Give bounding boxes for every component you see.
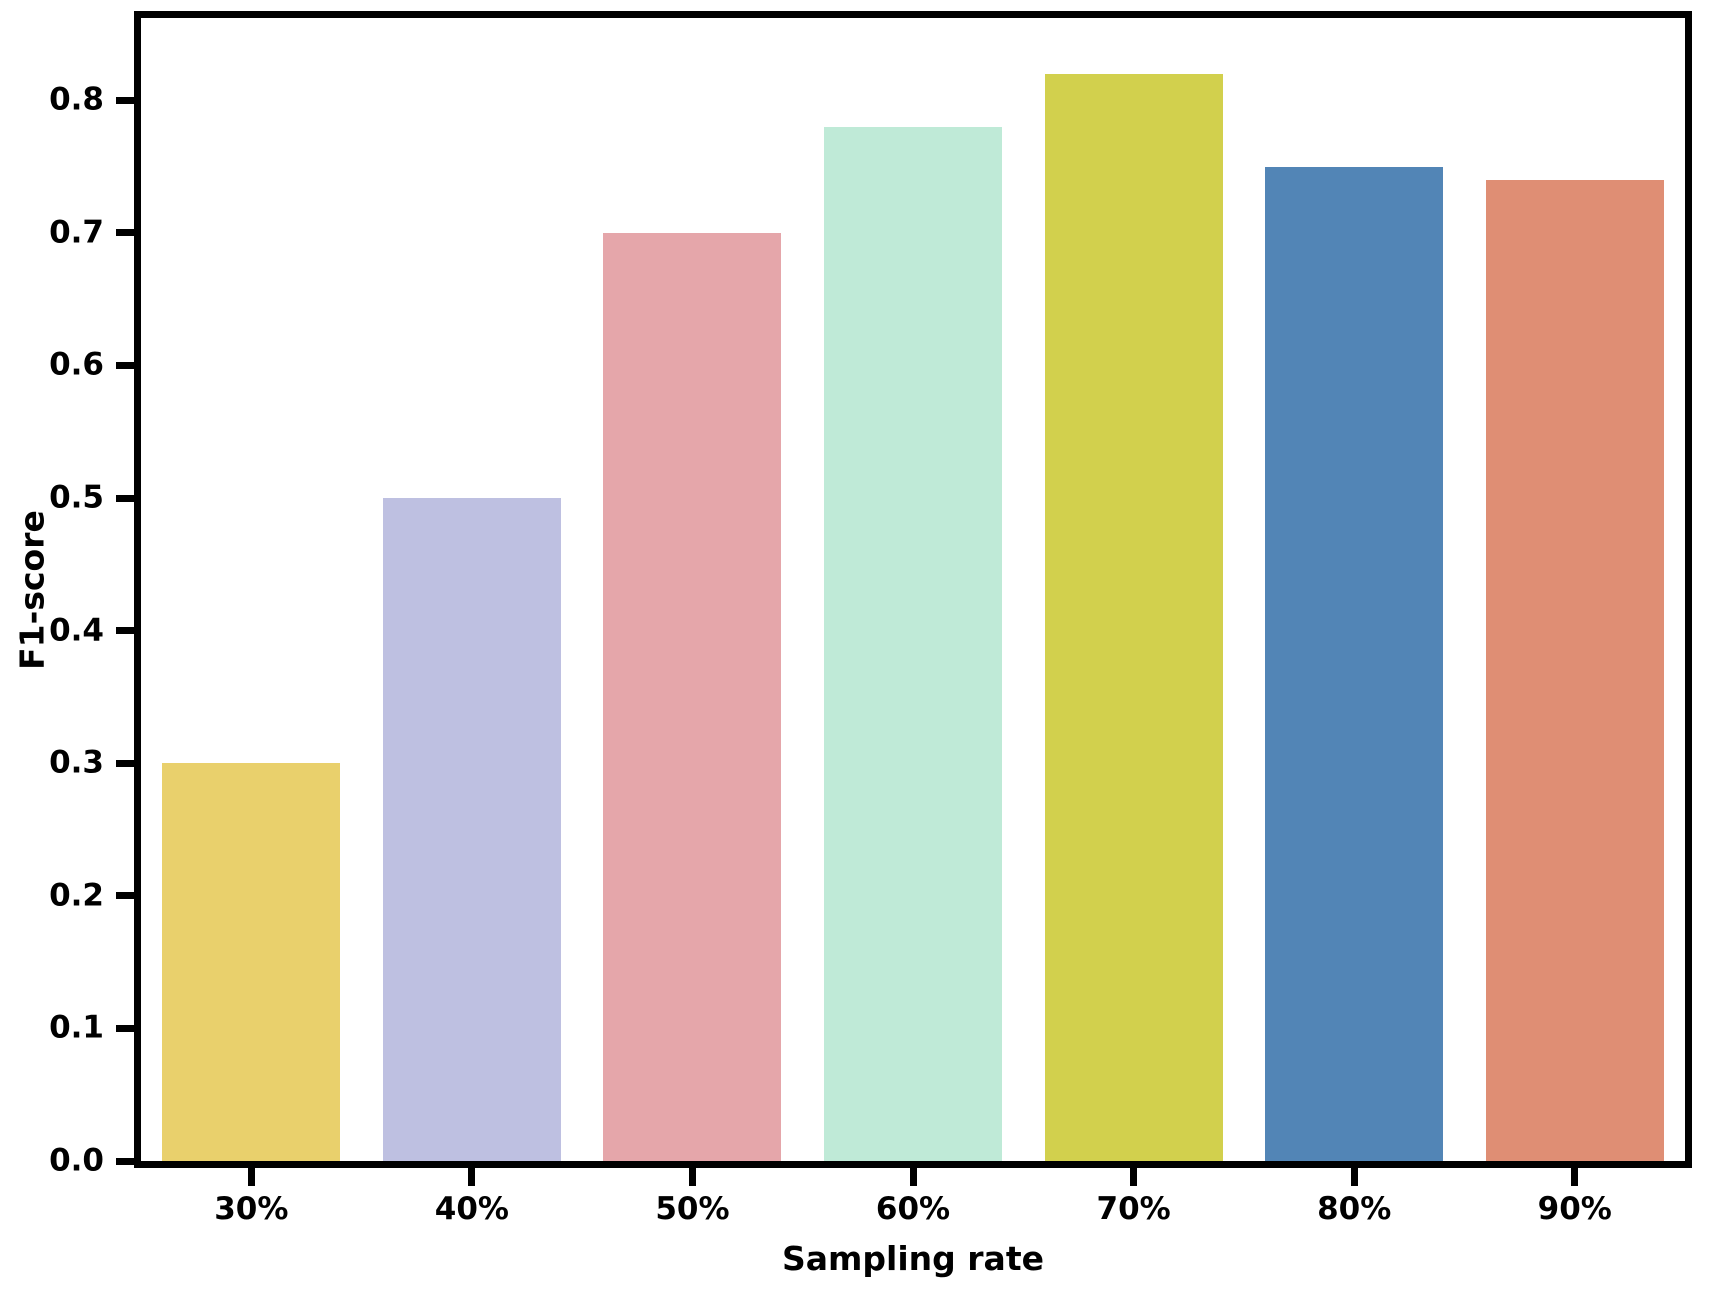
bar-30% bbox=[162, 763, 341, 1161]
bar-slot-50% bbox=[582, 18, 803, 1161]
x-tick-slot: 80% bbox=[1244, 1168, 1465, 1225]
y-tick-label: 0.3 bbox=[49, 744, 104, 781]
plot-area bbox=[134, 11, 1692, 1168]
y-tick-label: 0.7 bbox=[49, 214, 104, 251]
bar-60% bbox=[824, 126, 1003, 1161]
x-tick-slot: 50% bbox=[582, 1168, 803, 1225]
x-tick-slot: 60% bbox=[803, 1168, 1024, 1225]
y-tick-label: 0.1 bbox=[49, 1009, 104, 1046]
y-tick-mark bbox=[116, 1157, 134, 1165]
y-tick-mark bbox=[116, 759, 134, 767]
bar-slot-80% bbox=[1244, 18, 1465, 1161]
x-tick-mark bbox=[909, 1168, 917, 1186]
x-tick-label: 60% bbox=[875, 1191, 951, 1227]
x-tick-label: 30% bbox=[214, 1191, 289, 1227]
x-axis: 30% 40% 50% 60% 70% 80% 90% bbox=[141, 1168, 1685, 1225]
bar-70% bbox=[1044, 73, 1223, 1161]
bar-slot-60% bbox=[803, 18, 1024, 1161]
y-tick-mark bbox=[116, 229, 134, 237]
y-tick-label: 0.6 bbox=[49, 346, 104, 383]
x-tick-mark bbox=[688, 1168, 696, 1186]
x-tick-mark bbox=[468, 1168, 476, 1186]
y-tick-label: 0.4 bbox=[49, 612, 104, 649]
bar-80% bbox=[1265, 166, 1444, 1161]
y-tick-label: 0.8 bbox=[49, 81, 104, 118]
y-axis-label: F1-score bbox=[12, 510, 52, 670]
bar-90% bbox=[1485, 179, 1664, 1161]
x-tick-slot: 90% bbox=[1464, 1168, 1685, 1225]
x-tick-slot: 30% bbox=[141, 1168, 362, 1225]
x-tick-slot: 40% bbox=[362, 1168, 583, 1225]
x-tick-mark bbox=[247, 1168, 255, 1186]
x-tick-mark bbox=[1571, 1168, 1579, 1186]
x-tick-slot: 70% bbox=[1023, 1168, 1244, 1225]
x-tick-label: 40% bbox=[434, 1191, 509, 1227]
bar-slot-70% bbox=[1023, 18, 1244, 1161]
y-tick-mark bbox=[116, 361, 134, 369]
bar-slot-30% bbox=[141, 18, 362, 1161]
y-tick-label: 0.5 bbox=[49, 479, 104, 516]
x-tick-label: 80% bbox=[1317, 1191, 1392, 1227]
y-tick-mark bbox=[116, 892, 134, 900]
y-tick-label: 0.2 bbox=[49, 877, 104, 914]
bar-slot-90% bbox=[1464, 18, 1685, 1161]
y-tick-mark bbox=[116, 1024, 134, 1032]
bar-slot-40% bbox=[362, 18, 583, 1161]
x-tick-label: 90% bbox=[1537, 1191, 1612, 1227]
bar-50% bbox=[603, 232, 782, 1161]
x-tick-mark bbox=[1130, 1168, 1138, 1186]
x-axis-label: Sampling rate bbox=[782, 1239, 1044, 1278]
x-tick-label: 50% bbox=[655, 1191, 730, 1227]
bars-container bbox=[141, 18, 1685, 1161]
x-tick-label: 70% bbox=[1096, 1191, 1171, 1227]
y-axis: 0.0 0.1 0.2 0.3 0.4 0.5 0.6 0.7 0.8 bbox=[0, 18, 134, 1176]
x-tick-mark bbox=[1350, 1168, 1358, 1186]
bar-40% bbox=[382, 498, 561, 1161]
y-tick-mark bbox=[116, 96, 134, 104]
y-tick-mark bbox=[116, 627, 134, 635]
y-tick-label: 0.0 bbox=[49, 1142, 104, 1179]
y-tick-mark bbox=[116, 494, 134, 502]
